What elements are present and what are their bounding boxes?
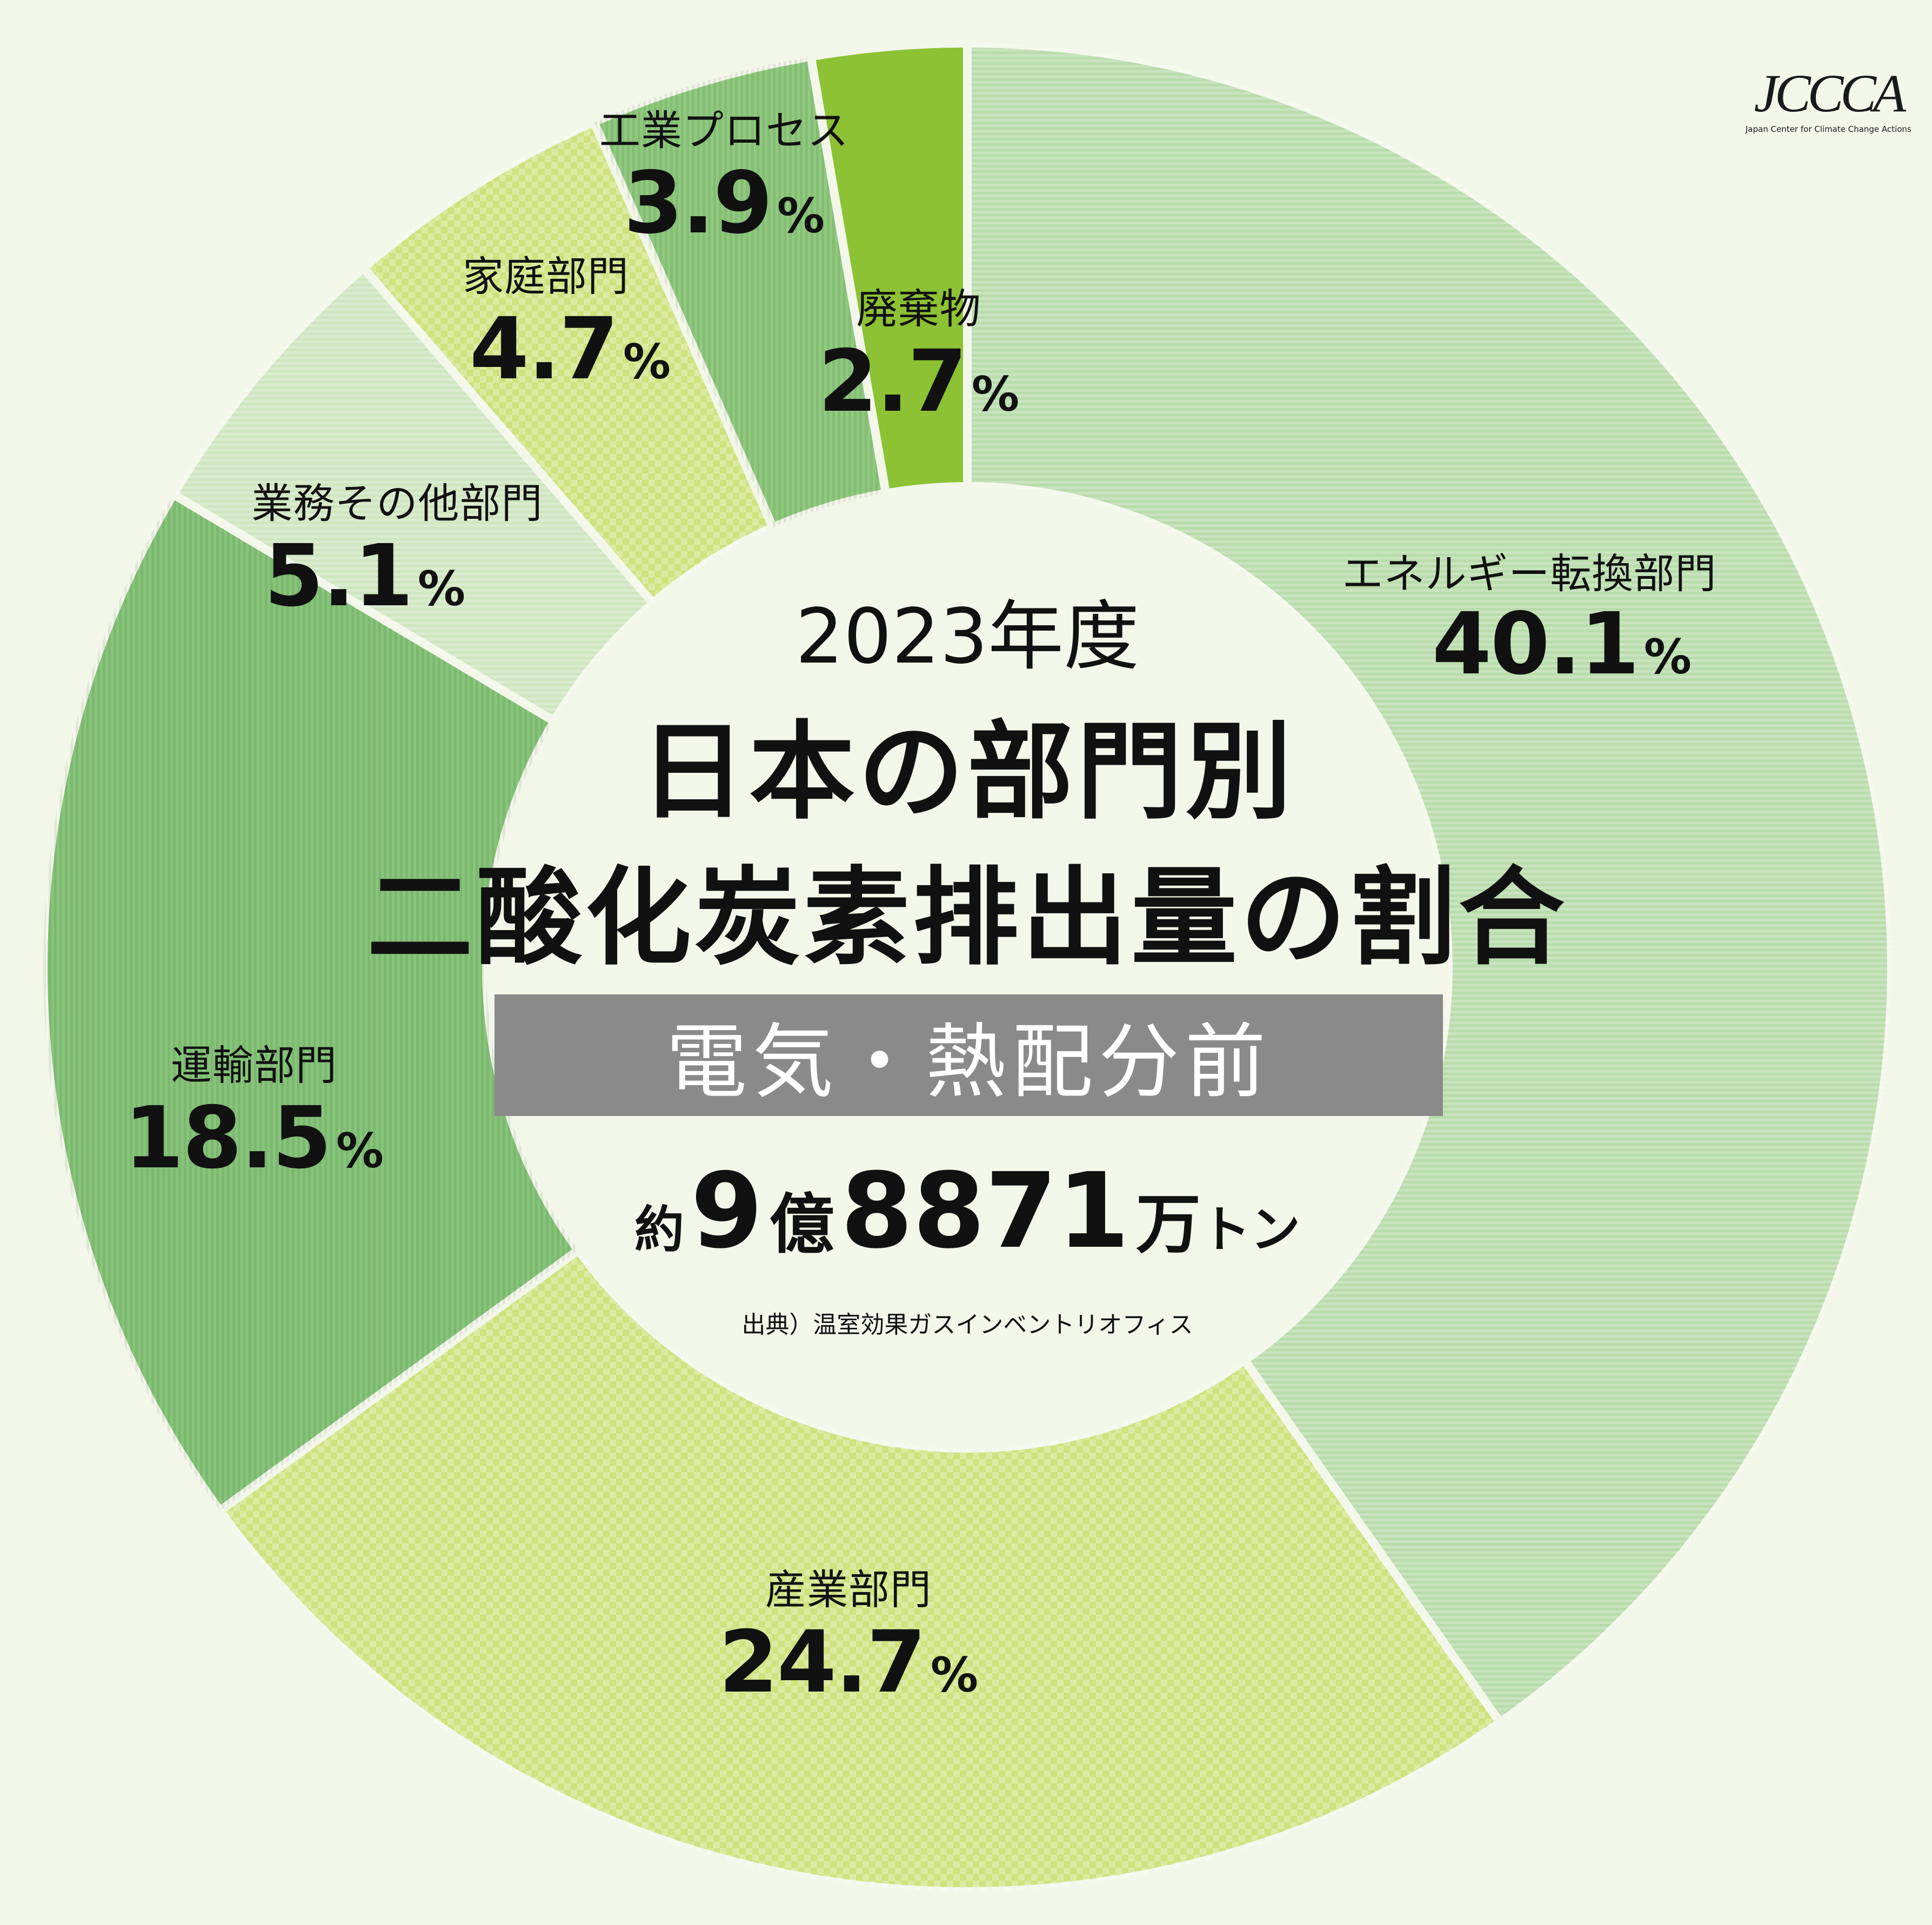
slice-name-industry: 産業部門 (765, 1566, 932, 1614)
slice-value-row-process: 3.9% (599, 153, 849, 253)
slice-label-commercial: 業務その他部門 5.1% (252, 470, 543, 626)
slice-value-row-industry: 24.7% (719, 1613, 978, 1712)
slice-household-texture (363, 122, 773, 604)
slice-industry-texture (219, 1250, 1500, 1892)
slice-name-transport: 運輸部門 (170, 1041, 337, 1090)
slice-value-row-waste: 2.7% (818, 332, 1019, 431)
slice-value-industry: 24.7 (718, 1613, 926, 1712)
slice-label-household: 家庭部門 4.7% (421, 243, 671, 399)
slice-value-transport: 18.5 (124, 1088, 332, 1188)
total-oku-unit: 億 (769, 1187, 834, 1262)
slice-label-waste: 廃棄物 2.7% (818, 276, 1019, 431)
slice-value-energy: 40.1 (1432, 594, 1640, 694)
slice-value-row-household: 4.7% (470, 299, 671, 399)
slice-value-household: 4.7 (469, 299, 619, 399)
slice-waste (806, 38, 972, 499)
slice-label-transport: 運輸部門 18.5% (124, 1032, 384, 1188)
jccca-logo: JCCCA Japan Center for Climate Change Ac… (1746, 62, 1911, 134)
total-emissions: 約9 億8871 万トン (634, 1151, 1300, 1272)
slice-label-energy: エネルギー転換部門 40.1% (1342, 540, 1717, 694)
slice-label-process: 工業プロセス 3.9% (599, 97, 849, 253)
slice-pct-energy: % (1643, 629, 1692, 685)
slice-group (39, 38, 1896, 1896)
slice-pct-industry: % (930, 1647, 979, 1703)
slice-value-commercial: 5.1 (264, 526, 413, 626)
chart-year: 2023年度 (795, 593, 1140, 681)
slice-name-commercial: 業務その他部門 (251, 479, 543, 527)
slice-pct-process: % (777, 188, 825, 244)
slice-process-texture (594, 56, 886, 527)
slice-label-industry: 産業部門 24.7% (719, 1556, 978, 1712)
slice-name-household: 家庭部門 (462, 252, 629, 300)
slice-pct-commercial: % (417, 561, 466, 617)
chart-title-line1: 日本の部門別 (639, 711, 1295, 834)
slice-name-energy: エネルギー転換部門 (1342, 550, 1717, 598)
slice-energy-texture (967, 43, 1891, 1723)
slice-name-process: 工業プロセス (599, 106, 849, 155)
slice-commercial-texture (173, 268, 653, 721)
slice-pct-transport: % (336, 1123, 384, 1179)
total-unit: トン (1200, 1201, 1300, 1259)
slice-name-waste: 廃棄物 (856, 285, 981, 333)
slice-value-process: 3.9 (623, 153, 773, 253)
total-man-value: 8871 (840, 1151, 1129, 1272)
slice-pct-household: % (623, 334, 671, 390)
data-source: 出典）温室効果ガスインベントリオフィス (741, 1311, 1193, 1339)
slice-value-row-energy: 40.1% (1407, 594, 1717, 694)
slice-value-row-commercial: 5.1% (252, 526, 478, 626)
total-prefix: 約 (634, 1201, 685, 1259)
chart-title-line2: 二酸化炭素排出量の割合 (366, 857, 1568, 980)
slice-pct-waste: % (971, 366, 1020, 422)
total-man-unit: 万 (1135, 1187, 1201, 1262)
logo-mark: JCCCA (1754, 63, 1907, 123)
chart-subtitle-band: 電気・熱配分前 (494, 994, 1443, 1116)
total-oku-value: 9 (691, 1151, 763, 1272)
slice-value-waste: 2.7 (818, 332, 967, 431)
slice-transport-texture (43, 494, 579, 1511)
logo-subtitle: Japan Center for Climate Change Actions (1746, 124, 1911, 134)
slice-value-row-transport: 18.5% (124, 1088, 384, 1188)
